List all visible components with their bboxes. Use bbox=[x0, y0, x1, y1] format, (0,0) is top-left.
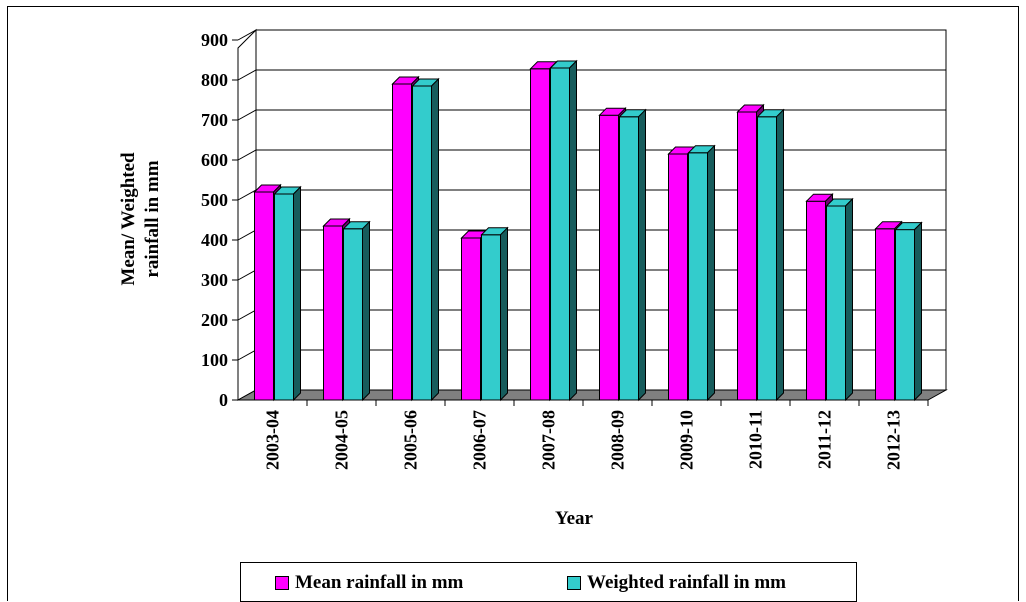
bar-front bbox=[392, 83, 412, 401]
bar-side bbox=[707, 144, 715, 402]
bar-side bbox=[293, 185, 301, 402]
bars bbox=[253, 59, 923, 402]
x-tick-label: 2008-09 bbox=[608, 410, 628, 470]
bar-weighted-2005-06 bbox=[411, 77, 440, 402]
y-tick-label: 300 bbox=[201, 270, 228, 290]
bar-weighted-2006-07 bbox=[480, 226, 509, 402]
y-axis-title: Mean/ Weighted rainfall in mm bbox=[118, 152, 163, 286]
y-tick-label: 900 bbox=[201, 30, 228, 50]
bar-side bbox=[431, 77, 439, 402]
bar-weighted-2012-13 bbox=[894, 221, 923, 402]
gridline bbox=[237, 149, 946, 161]
bar-front bbox=[895, 229, 915, 401]
bar-side bbox=[776, 108, 784, 402]
bar-front bbox=[737, 111, 757, 401]
gridline bbox=[237, 29, 946, 41]
y-tick-label: 0 bbox=[219, 390, 228, 410]
y-axis-title-line-2: rainfall in mm bbox=[142, 160, 163, 277]
bar-weighted-2004-05 bbox=[342, 220, 371, 402]
legend-label-mean: Mean rainfall in mm bbox=[295, 572, 464, 593]
x-axis-title: Year bbox=[555, 508, 594, 529]
bar-front bbox=[274, 193, 294, 401]
bar-front bbox=[688, 152, 708, 401]
y-tick-label: 500 bbox=[201, 190, 228, 210]
y-tick-label: 400 bbox=[201, 230, 228, 250]
gridline bbox=[237, 69, 946, 81]
bar-front bbox=[806, 200, 826, 401]
x-tick-label: 2003-04 bbox=[263, 410, 283, 470]
legend-item-weighted: Weighted rainfall in mm bbox=[567, 572, 786, 594]
bar-front bbox=[323, 225, 343, 401]
bar-front bbox=[757, 116, 777, 401]
x-tick-labels: 2003-04 2004-05 2005-06 2006-07 2007-08 2008-… bbox=[263, 410, 904, 470]
bar-front bbox=[826, 205, 846, 401]
y-tick-label: 700 bbox=[201, 110, 228, 130]
bar-front bbox=[412, 85, 432, 401]
x-tick-label: 2007-08 bbox=[539, 410, 559, 470]
x-tick-label: 2012-13 bbox=[884, 410, 904, 470]
bar-weighted-2011-12 bbox=[825, 197, 854, 402]
legend-swatch-weighted bbox=[567, 576, 581, 590]
gridline bbox=[237, 109, 946, 121]
y-axis-title-line-1: Mean/ Weighted bbox=[118, 152, 139, 286]
x-tick-label: 2009-10 bbox=[677, 410, 697, 470]
bar-side bbox=[500, 226, 508, 402]
axes bbox=[232, 39, 929, 406]
bar-side bbox=[362, 220, 370, 402]
bar-front bbox=[550, 67, 570, 401]
bar-front bbox=[254, 191, 274, 401]
legend-label-weighted: Weighted rainfall in mm bbox=[587, 572, 786, 593]
legend-item-mean: Mean rainfall in mm bbox=[275, 572, 463, 594]
bar-weighted-2009-10 bbox=[687, 144, 716, 402]
side-wall bbox=[237, 28, 257, 401]
y-tick-labels: 0 100 200 300 400 500 600 700 800 900 bbox=[201, 30, 228, 410]
x-tick-label: 2011-12 bbox=[815, 410, 835, 469]
bar-weighted-2008-09 bbox=[618, 108, 647, 402]
bar-side bbox=[638, 108, 646, 402]
bar-side bbox=[569, 59, 577, 402]
y-tick-label: 200 bbox=[201, 310, 228, 330]
bar-front bbox=[530, 68, 550, 401]
bar-side bbox=[914, 221, 922, 402]
x-tick-label: 2004-05 bbox=[332, 410, 352, 470]
bar-weighted-2003-04 bbox=[273, 185, 302, 402]
bar-weighted-2007-08 bbox=[549, 59, 578, 402]
x-tick-label: 2006-07 bbox=[470, 410, 490, 470]
bar-front bbox=[875, 228, 895, 401]
bar-front bbox=[668, 153, 688, 401]
bar-front bbox=[343, 228, 363, 401]
x-tick-label: 2005-06 bbox=[401, 410, 421, 470]
bar-side bbox=[845, 197, 853, 402]
bar-front bbox=[599, 114, 619, 401]
y-tick-label: 600 bbox=[201, 150, 228, 170]
bar-front bbox=[461, 237, 481, 401]
bar-weighted-2010-11 bbox=[756, 108, 785, 402]
x-tick-label: 2010-11 bbox=[746, 410, 766, 469]
legend: Mean rainfall in mm Weighted rainfall in… bbox=[240, 562, 857, 602]
y-tick-label: 100 bbox=[201, 350, 228, 370]
legend-swatch-mean bbox=[275, 576, 289, 590]
y-tick-label: 800 bbox=[201, 70, 228, 90]
bar-front bbox=[481, 234, 501, 401]
bar-front bbox=[619, 116, 639, 401]
